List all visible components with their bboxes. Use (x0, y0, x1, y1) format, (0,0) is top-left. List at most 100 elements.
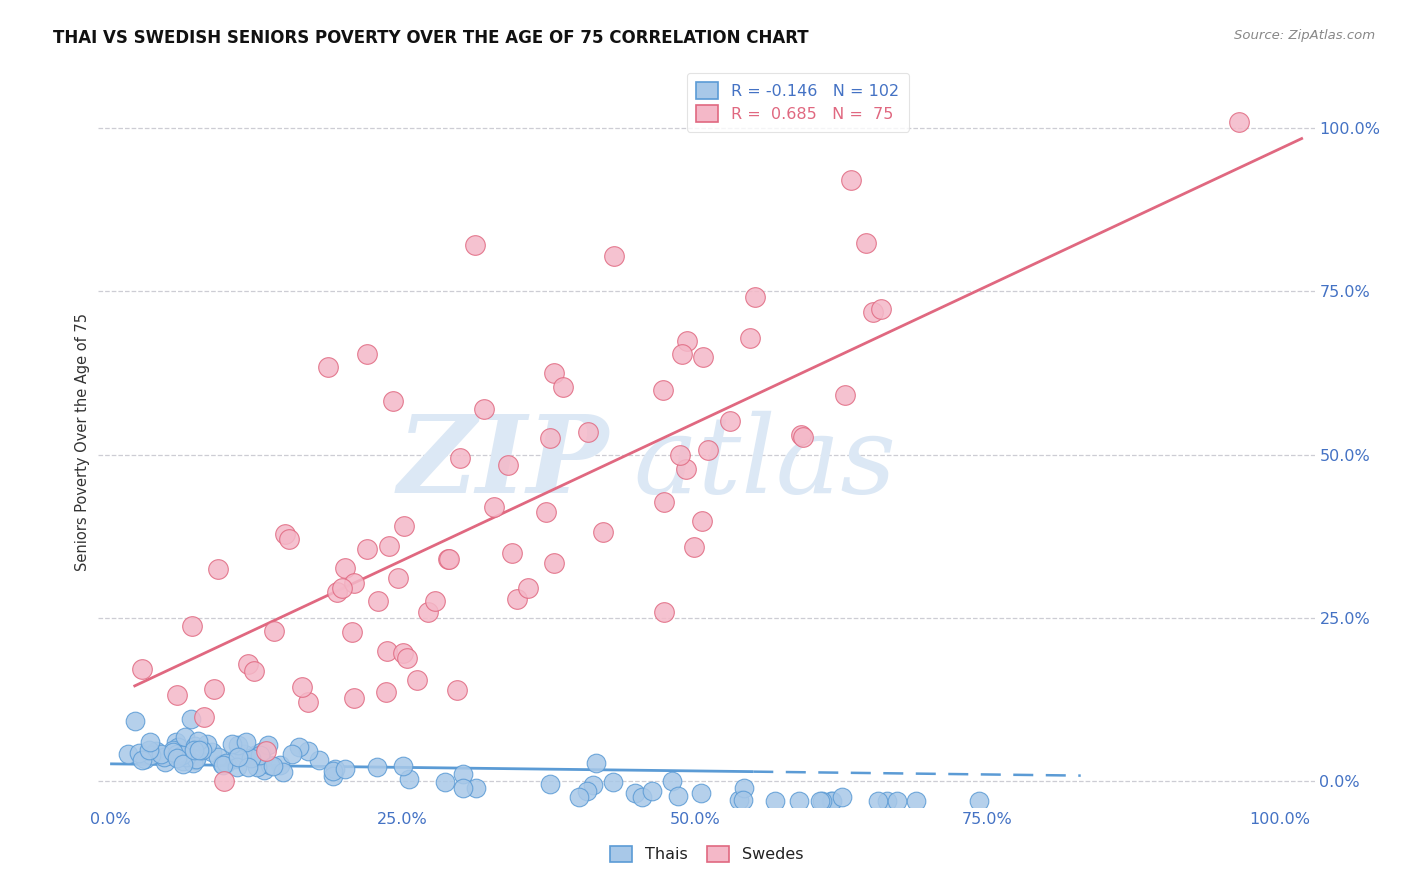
Point (297, 744, 319, 758)
Point (242, 664, 264, 678)
Point (395, 651, 418, 665)
Point (232, 747, 254, 762)
Point (162, 745, 184, 759)
Point (671, 347, 693, 361)
Point (271, 764, 294, 779)
Point (733, 781, 755, 796)
Point (366, 760, 388, 774)
Point (274, 527, 297, 541)
Point (201, 745, 224, 759)
Point (186, 751, 208, 765)
Point (498, 458, 520, 472)
Point (464, 237, 486, 252)
Legend: R = -0.146   N = 102, R =  0.685   N =  75: R = -0.146 N = 102, R = 0.685 N = 75 (686, 73, 908, 131)
Point (211, 757, 233, 772)
Point (343, 690, 366, 705)
Point (262, 759, 284, 773)
Point (134, 752, 156, 766)
Point (676, 334, 699, 348)
Point (236, 759, 259, 773)
Point (356, 347, 378, 361)
Point (436, 552, 458, 566)
Point (332, 581, 354, 595)
Point (661, 773, 683, 788)
Point (718, 414, 741, 428)
Point (543, 366, 565, 380)
Point (207, 562, 229, 576)
Point (174, 730, 197, 744)
Point (291, 680, 314, 694)
Point (582, 778, 605, 792)
Point (697, 443, 720, 458)
Point (576, 425, 599, 439)
Point (683, 541, 706, 555)
Point (269, 757, 291, 772)
Point (387, 571, 409, 585)
Point (172, 754, 194, 768)
Point (602, 775, 624, 789)
Point (243, 750, 266, 764)
Point (162, 743, 184, 757)
Point (831, 789, 853, 804)
Point (181, 618, 204, 632)
Point (738, 331, 761, 345)
Point (249, 745, 271, 759)
Point (416, 605, 439, 619)
Point (141, 747, 163, 762)
Point (1227, 114, 1250, 128)
Text: THAI VS SWEDISH SENIORS POVERTY OVER THE AGE OF 75 CORRELATION CHART: THAI VS SWEDISH SENIORS POVERTY OVER THE… (53, 29, 808, 46)
Point (211, 756, 233, 771)
Point (215, 756, 238, 770)
Point (398, 772, 420, 786)
Point (821, 794, 844, 808)
Point (184, 739, 207, 753)
Point (190, 743, 212, 757)
Point (787, 794, 810, 808)
Point (425, 594, 447, 608)
Point (308, 753, 330, 767)
Point (870, 302, 893, 317)
Point (263, 624, 285, 639)
Point (501, 546, 523, 560)
Point (225, 760, 247, 774)
Point (585, 756, 607, 770)
Point (356, 541, 378, 556)
Point (138, 743, 160, 757)
Point (235, 735, 257, 749)
Point (228, 749, 250, 764)
Point (744, 290, 766, 304)
Point (195, 737, 218, 751)
Point (692, 514, 714, 528)
Point (534, 505, 557, 519)
Point (505, 591, 527, 606)
Point (322, 769, 344, 783)
Point (184, 753, 207, 767)
Point (538, 432, 561, 446)
Legend: Thais, Swedes: Thais, Swedes (603, 839, 810, 869)
Point (792, 430, 814, 444)
Point (183, 747, 205, 761)
Point (374, 685, 396, 699)
Point (207, 750, 229, 764)
Point (624, 786, 647, 800)
Point (280, 747, 302, 762)
Point (124, 714, 146, 728)
Point (367, 594, 389, 608)
Point (325, 762, 347, 776)
Point (689, 786, 711, 800)
Text: atlas: atlas (634, 411, 897, 516)
Point (166, 688, 188, 702)
Point (405, 673, 427, 687)
Point (763, 794, 786, 808)
Point (145, 744, 167, 758)
Point (166, 747, 188, 761)
Point (131, 753, 153, 767)
Point (172, 757, 194, 772)
Point (855, 235, 877, 250)
Point (188, 743, 211, 757)
Point (378, 539, 401, 553)
Point (224, 752, 246, 766)
Point (811, 794, 834, 808)
Point (288, 740, 311, 755)
Point (322, 764, 344, 779)
